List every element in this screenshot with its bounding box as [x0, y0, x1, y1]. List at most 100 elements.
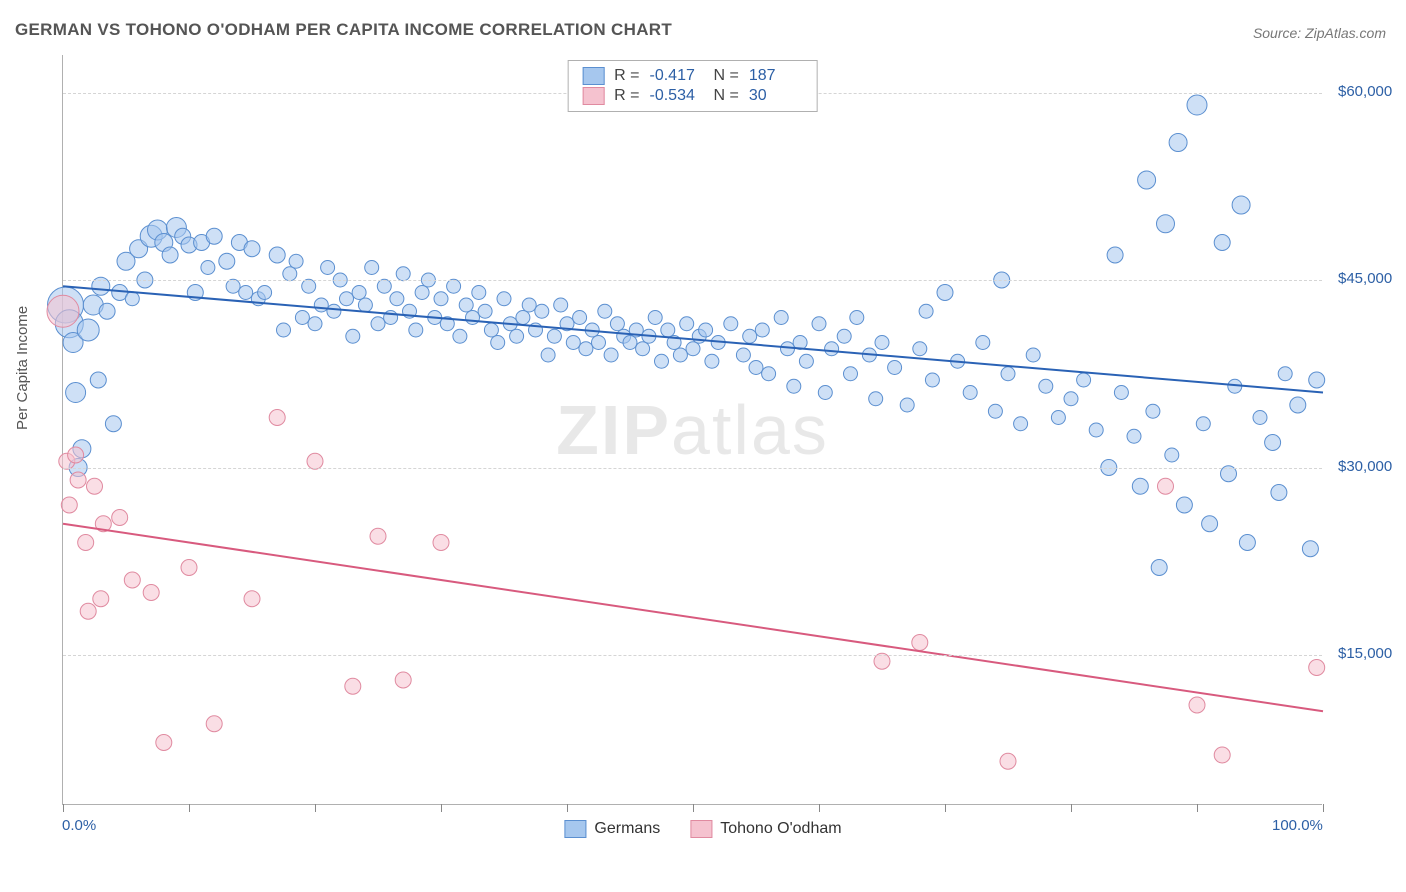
scatter-point: [774, 311, 788, 325]
scatter-point: [1302, 541, 1318, 557]
scatter-point: [976, 336, 990, 350]
scatter-point: [699, 323, 713, 337]
scatter-point: [77, 319, 99, 341]
scatter-point: [592, 336, 606, 350]
scatter-point: [1077, 373, 1091, 387]
scatter-point: [736, 348, 750, 362]
scatter-point: [302, 279, 316, 293]
scatter-point: [661, 323, 675, 337]
scatter-point: [415, 286, 429, 300]
scatter-point: [390, 292, 404, 306]
scatter-point: [295, 311, 309, 325]
scatter-point: [818, 386, 832, 400]
scatter-point: [1290, 397, 1306, 413]
scatter-point: [321, 261, 335, 275]
legend-correlation-row: R =-0.417N =187: [582, 67, 803, 85]
legend-swatch: [690, 820, 712, 838]
scatter-point: [648, 311, 662, 325]
scatter-point: [472, 286, 486, 300]
y-tick-label: $15,000: [1338, 645, 1392, 662]
scatter-point: [93, 591, 109, 607]
scatter-point: [87, 478, 103, 494]
scatter-point: [1107, 247, 1123, 263]
scatter-point: [913, 342, 927, 356]
scatter-point: [1127, 429, 1141, 443]
scatter-point: [409, 323, 423, 337]
x-tick: [1071, 804, 1072, 812]
scatter-point: [244, 591, 260, 607]
scatter-point: [497, 292, 511, 306]
grid-line: [63, 468, 1322, 469]
x-tick: [567, 804, 568, 812]
scatter-plot-svg: [63, 55, 1323, 805]
chart-title: GERMAN VS TOHONO O'ODHAM PER CAPITA INCO…: [15, 20, 672, 40]
scatter-point: [1214, 747, 1230, 763]
scatter-point: [1039, 379, 1053, 393]
scatter-point: [206, 716, 222, 732]
scatter-point: [598, 304, 612, 318]
r-label: R =: [614, 87, 639, 105]
scatter-point: [844, 367, 858, 381]
scatter-point: [239, 286, 253, 300]
scatter-point: [314, 298, 328, 312]
scatter-point: [1271, 485, 1287, 501]
x-max-label: 100.0%: [1272, 817, 1323, 834]
scatter-point: [1089, 423, 1103, 437]
grid-line: [63, 655, 1322, 656]
scatter-point: [258, 286, 272, 300]
scatter-point: [516, 311, 530, 325]
legend-swatch: [582, 87, 604, 105]
scatter-point: [201, 261, 215, 275]
x-tick: [189, 804, 190, 812]
regression-line: [63, 286, 1323, 392]
scatter-point: [352, 286, 366, 300]
scatter-point: [579, 342, 593, 356]
scatter-point: [787, 379, 801, 393]
scatter-point: [269, 247, 285, 263]
scatter-point: [345, 678, 361, 694]
plot-area: ZIPatlas R =-0.417N =187R =-0.534N =30 $…: [62, 55, 1322, 805]
scatter-point: [1253, 411, 1267, 425]
scatter-point: [1064, 392, 1078, 406]
x-min-label: 0.0%: [62, 817, 96, 834]
scatter-point: [1014, 417, 1028, 431]
scatter-point: [888, 361, 902, 375]
scatter-point: [219, 253, 235, 269]
scatter-point: [623, 336, 637, 350]
n-label: N =: [714, 67, 739, 85]
y-tick-label: $60,000: [1338, 83, 1392, 100]
scatter-point: [850, 311, 864, 325]
scatter-point: [963, 386, 977, 400]
regression-line: [63, 524, 1323, 712]
scatter-point: [680, 317, 694, 331]
scatter-point: [61, 497, 77, 513]
scatter-point: [1001, 367, 1015, 381]
scatter-point: [636, 342, 650, 356]
scatter-point: [491, 336, 505, 350]
scatter-point: [112, 510, 128, 526]
scatter-point: [308, 317, 322, 331]
scatter-point: [1138, 171, 1156, 189]
y-tick-label: $45,000: [1338, 270, 1392, 287]
scatter-point: [825, 342, 839, 356]
x-tick: [1197, 804, 1198, 812]
scatter-point: [1309, 660, 1325, 676]
scatter-point: [277, 323, 291, 337]
legend-correlation-box: R =-0.417N =187R =-0.534N =30: [567, 60, 818, 112]
scatter-point: [289, 254, 303, 268]
scatter-point: [1026, 348, 1040, 362]
scatter-point: [1278, 367, 1292, 381]
scatter-point: [655, 354, 669, 368]
scatter-point: [604, 348, 618, 362]
scatter-point: [365, 261, 379, 275]
scatter-point: [1189, 697, 1205, 713]
scatter-point: [283, 267, 297, 281]
scatter-point: [1165, 448, 1179, 462]
scatter-point: [1196, 417, 1210, 431]
scatter-point: [47, 295, 79, 327]
scatter-point: [181, 560, 197, 576]
n-label: N =: [714, 87, 739, 105]
scatter-point: [749, 361, 763, 375]
scatter-point: [484, 323, 498, 337]
source-attribution: Source: ZipAtlas.com: [1253, 25, 1386, 41]
